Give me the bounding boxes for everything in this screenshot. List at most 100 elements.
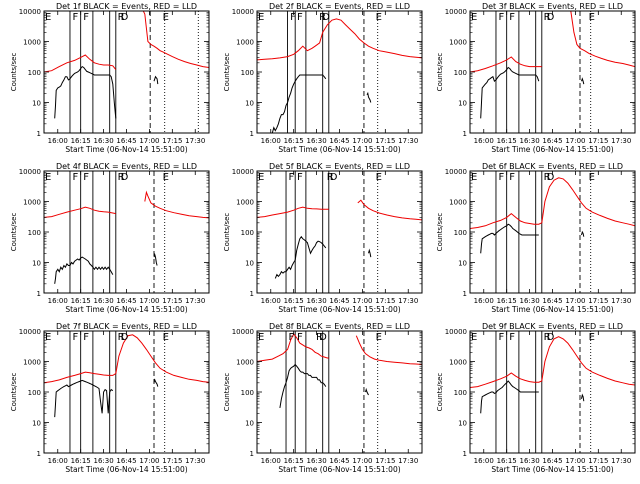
x-axis-label: Start Time (06-Nov-14 15:51:00) (491, 145, 613, 154)
interval-label: R (316, 332, 323, 343)
y-tick-label: 1000 (449, 359, 467, 367)
panel-title: Det 3f BLACK = Events, RED = LLD (482, 2, 623, 11)
panel-title: Det 9f BLACK = Events, RED = LLD (482, 322, 623, 331)
interval-label: R (544, 172, 551, 183)
interval-label: D (547, 172, 555, 183)
x-tick-label: 17:15 (375, 297, 395, 305)
y-tick-label: 1000 (23, 199, 41, 207)
interval-label: R (319, 12, 326, 23)
lld-series-line (44, 54, 117, 73)
x-tick-label: 17:00 (565, 297, 585, 305)
x-tick-label: 17:30 (398, 457, 418, 465)
y-tick-label: 10 (458, 100, 467, 108)
y-tick-label: 10000 (445, 168, 467, 176)
interval-label: R (118, 172, 125, 183)
y-axis-label: Counts/sec (10, 373, 18, 412)
panel-title: Det 7f BLACK = Events, RED = LLD (56, 322, 197, 331)
y-axis-label: Counts/sec (223, 373, 231, 412)
x-tick-label: 16:15 (284, 457, 304, 465)
interval-label: E (376, 332, 382, 343)
x-tick-label: 16:15 (284, 297, 304, 305)
x-tick-label: 16:00 (261, 137, 281, 145)
x-tick-label: 16:30 (93, 137, 113, 145)
x-tick-label: 17:00 (565, 137, 585, 145)
x-axis-label: Start Time (06-Nov-14 15:51:00) (278, 305, 400, 314)
x-tick-label: 16:45 (329, 297, 349, 305)
interval-label: E (163, 172, 169, 183)
interval-label: D (121, 332, 129, 343)
interval-label: E (376, 12, 382, 23)
interval-label: E (258, 172, 264, 183)
y-tick-label: 1000 (236, 199, 254, 207)
interval-label: D (330, 172, 338, 183)
y-tick-label: 1000 (449, 39, 467, 47)
lld-series-line (257, 206, 329, 218)
x-tick-label: 16:45 (116, 457, 136, 465)
interval-label: F (509, 12, 515, 23)
y-tick-label: 10000 (232, 168, 254, 176)
y-axis-label: Counts/sec (436, 373, 444, 412)
plot-frame (43, 170, 210, 294)
panel-title: Det 4f BLACK = Events, RED = LLD (56, 162, 197, 171)
interval-label: E (45, 332, 51, 343)
x-tick-label: 16:30 (93, 457, 113, 465)
x-tick-label: 17:30 (398, 297, 418, 305)
y-axis-label: Counts/sec (10, 213, 18, 252)
interval-label: F (83, 172, 89, 183)
y-axis-label: Counts/sec (10, 53, 18, 92)
x-tick-label: 17:00 (352, 137, 372, 145)
events-series-line (279, 363, 327, 408)
y-tick-label: 10000 (19, 168, 41, 176)
x-tick-label: 17:15 (588, 297, 608, 305)
events-series-line (480, 66, 540, 119)
interval-label: E (589, 332, 595, 343)
x-axis-label: Start Time (06-Nov-14 15:51:00) (491, 305, 613, 314)
plot-frame (256, 330, 423, 454)
events-series-line (581, 77, 585, 85)
x-tick-label: 17:15 (162, 457, 182, 465)
y-tick-label: 10 (32, 260, 41, 268)
x-tick-label: 17:30 (185, 457, 205, 465)
x-tick-label: 16:45 (542, 137, 562, 145)
interval-label: E (376, 172, 382, 183)
interval-label: F (509, 172, 515, 183)
x-tick-label: 16:30 (519, 457, 539, 465)
interval-label: E (163, 12, 169, 23)
x-tick-label: 16:30 (306, 137, 326, 145)
y-axis-label: Counts/sec (436, 53, 444, 92)
interval-label: E (45, 12, 51, 23)
interval-label: R (118, 12, 125, 23)
interval-label: E (471, 172, 477, 183)
x-tick-label: 17:30 (611, 137, 631, 145)
interval-label: F (509, 332, 515, 343)
x-tick-label: 16:15 (497, 457, 517, 465)
events-series-line (54, 379, 114, 418)
x-tick-label: 16:45 (116, 297, 136, 305)
interval-label: E (258, 332, 264, 343)
lld-series-line (257, 333, 329, 362)
x-tick-label: 16:15 (497, 297, 517, 305)
lld-series-line (142, 11, 209, 68)
plot-frame (469, 170, 636, 294)
events-series-line (54, 256, 114, 284)
x-tick-label: 16:00 (48, 457, 68, 465)
lld-series-line (470, 336, 635, 388)
y-tick-label: 1 (250, 450, 254, 458)
lld-series-line (44, 334, 209, 384)
y-tick-label: 100 (28, 229, 41, 237)
y-tick-label: 100 (454, 389, 467, 397)
interval-label: F (73, 172, 79, 183)
events-series-line (274, 235, 327, 279)
x-tick-label: 16:30 (519, 137, 539, 145)
y-tick-label: 10000 (445, 328, 467, 336)
interval-label: F (297, 12, 303, 23)
panel-title: Det 8f BLACK = Events, RED = LLD (269, 322, 410, 331)
plot-area (470, 171, 635, 293)
